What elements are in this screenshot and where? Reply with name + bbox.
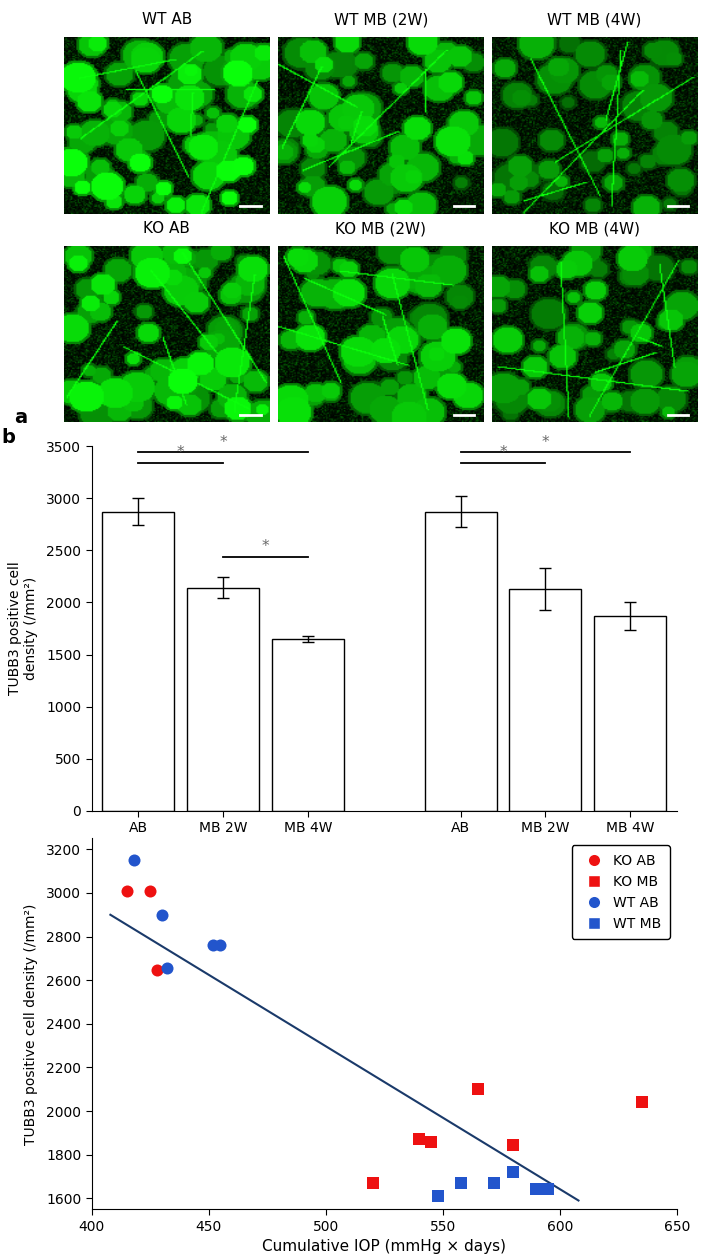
Point [508, 1135, 519, 1155]
Y-axis label: TUBB3 positive cell
density (/mm²): TUBB3 positive cell density (/mm²) [8, 562, 38, 695]
Bar [594, 616, 666, 811]
Point [121, 881, 133, 901]
Text: *: * [541, 435, 549, 450]
Point [145, 881, 156, 901]
Point [152, 960, 163, 980]
Text: WT: WT [211, 845, 235, 860]
Point [157, 905, 168, 925]
Point [367, 1173, 378, 1193]
Point [636, 1092, 647, 1112]
Text: *: * [499, 445, 507, 460]
Point [542, 1179, 553, 1199]
Point [128, 850, 140, 870]
Bar [424, 512, 496, 811]
Point [432, 1187, 443, 1207]
Point [208, 935, 219, 955]
Legend: KO AB, KO MB, WT AB, WT MB: KO AB, KO MB, WT AB, WT MB [572, 846, 670, 939]
Point [425, 1131, 436, 1151]
Text: WT AB: WT AB [142, 13, 192, 28]
Text: *: * [262, 539, 269, 554]
Text: KO: KO [535, 845, 556, 860]
Point [414, 1129, 425, 1149]
Point [472, 1080, 484, 1100]
Bar [187, 588, 259, 811]
Bar [509, 590, 582, 811]
Text: WT MB (2W): WT MB (2W) [333, 13, 428, 28]
Text: *: * [219, 435, 227, 450]
Text: WT MB (4W): WT MB (4W) [547, 13, 642, 28]
Point [508, 1161, 519, 1182]
Point [456, 1173, 467, 1193]
Text: KO MB (4W): KO MB (4W) [549, 221, 640, 236]
X-axis label: Cumulative IOP (mmHg × days): Cumulative IOP (mmHg × days) [262, 1239, 506, 1254]
Text: KO AB: KO AB [143, 221, 190, 236]
Bar [272, 639, 344, 811]
Point [489, 1173, 500, 1193]
Text: KO MB (2W): KO MB (2W) [335, 221, 427, 236]
Point [531, 1179, 542, 1199]
Text: b: b [1, 427, 15, 447]
Point [215, 935, 226, 955]
Text: a: a [15, 409, 27, 427]
Y-axis label: TUBB3 positive cell density (/mm²): TUBB3 positive cell density (/mm²) [24, 903, 37, 1145]
Point [161, 958, 172, 978]
Bar [102, 512, 174, 811]
Text: *: * [177, 445, 185, 460]
